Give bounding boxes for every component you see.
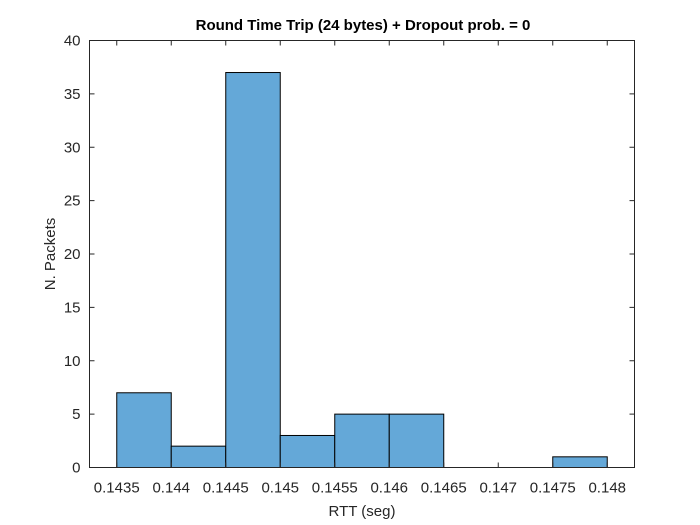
x-tick-label: 0.147 [479, 480, 517, 497]
x-axis-ticks: 0.1435 0.144 0.1445 0.145 0.1455 0.146 0.1465 0… [94, 40, 626, 497]
y-tick-label: 40 [64, 33, 81, 50]
x-tick-label: 0.144 [152, 480, 190, 497]
histogram-bar [225, 72, 281, 469]
x-tick-label: 0.146 [370, 480, 408, 497]
histogram-bar [552, 456, 608, 469]
histogram-bar [388, 413, 445, 468]
x-tick-label: 0.1455 [312, 480, 358, 497]
histogram-bar [279, 434, 336, 469]
histogram-bar [116, 392, 172, 468]
x-tick-label: 0.1475 [530, 480, 576, 497]
y-tick-label: 35 [64, 86, 81, 103]
histogram-bar [170, 445, 227, 468]
chart-title: Round Time Trip (24 bytes) + Dropout pro… [196, 17, 531, 34]
y-tick-label: 15 [64, 299, 81, 316]
y-tick-label: 10 [64, 353, 81, 370]
x-tick-label: 0.148 [588, 480, 626, 497]
y-tick-label: 25 [64, 193, 81, 210]
y-tick-label: 5 [72, 406, 80, 423]
x-tick-label: 0.145 [261, 480, 299, 497]
y-axis-ticks: 0 5 10 15 20 25 30 35 40 [64, 33, 635, 477]
histogram-bars [116, 72, 608, 469]
y-tick-label: 0 [72, 460, 80, 477]
y-tick-label: 30 [64, 139, 81, 156]
x-tick-label: 0.1435 [94, 480, 140, 497]
y-axis-label: N. Packets [42, 218, 59, 291]
x-tick-label: 0.1465 [421, 480, 467, 497]
x-tick-label: 0.1445 [203, 480, 249, 497]
y-tick-label: 20 [64, 246, 81, 263]
x-axis-label: RTT (seg) [329, 503, 396, 520]
histogram-bar [334, 413, 390, 468]
